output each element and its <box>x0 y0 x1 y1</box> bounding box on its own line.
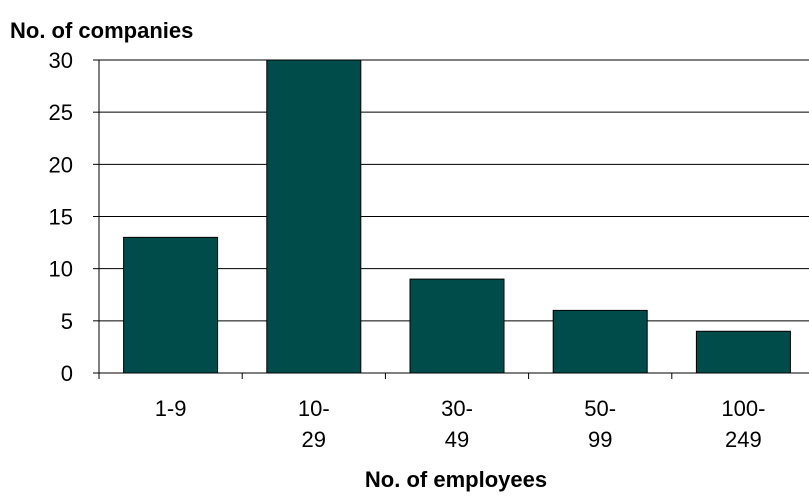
x-tick-label: 29 <box>302 427 326 452</box>
x-tick-label: 99 <box>588 427 612 452</box>
x-axis-label: No. of employees <box>365 467 547 492</box>
bar <box>409 278 505 374</box>
y-tick-label: 30 <box>49 48 73 73</box>
bars <box>123 59 791 374</box>
y-tick-label: 25 <box>49 100 73 125</box>
x-tick-label: 30- <box>441 396 473 421</box>
bar <box>695 330 791 374</box>
x-tick-labels: 1-9 10- 29 30- 49 50- 99 100- 249 <box>155 396 766 452</box>
x-tick-label: 50- <box>584 396 616 421</box>
bar <box>123 236 219 374</box>
x-tick-label: 10- <box>298 396 330 421</box>
x-tick-label: 249 <box>725 427 762 452</box>
y-tick-labels: 0 5 10 15 20 25 30 <box>49 48 73 386</box>
gridlines <box>99 59 809 322</box>
y-tick-label: 10 <box>49 257 73 282</box>
y-axis-label: No. of companies <box>10 18 193 43</box>
x-tick-label: 100- <box>721 396 765 421</box>
x-tick-label: 49 <box>445 427 469 452</box>
x-tick-label: 1-9 <box>155 396 187 421</box>
bar <box>552 309 648 374</box>
y-tick-label: 15 <box>49 205 73 230</box>
y-tick-label: 20 <box>49 152 73 177</box>
y-tick-label: 5 <box>61 309 73 334</box>
y-tick-label: 0 <box>61 361 73 386</box>
bar <box>266 59 362 374</box>
axes <box>93 59 809 379</box>
